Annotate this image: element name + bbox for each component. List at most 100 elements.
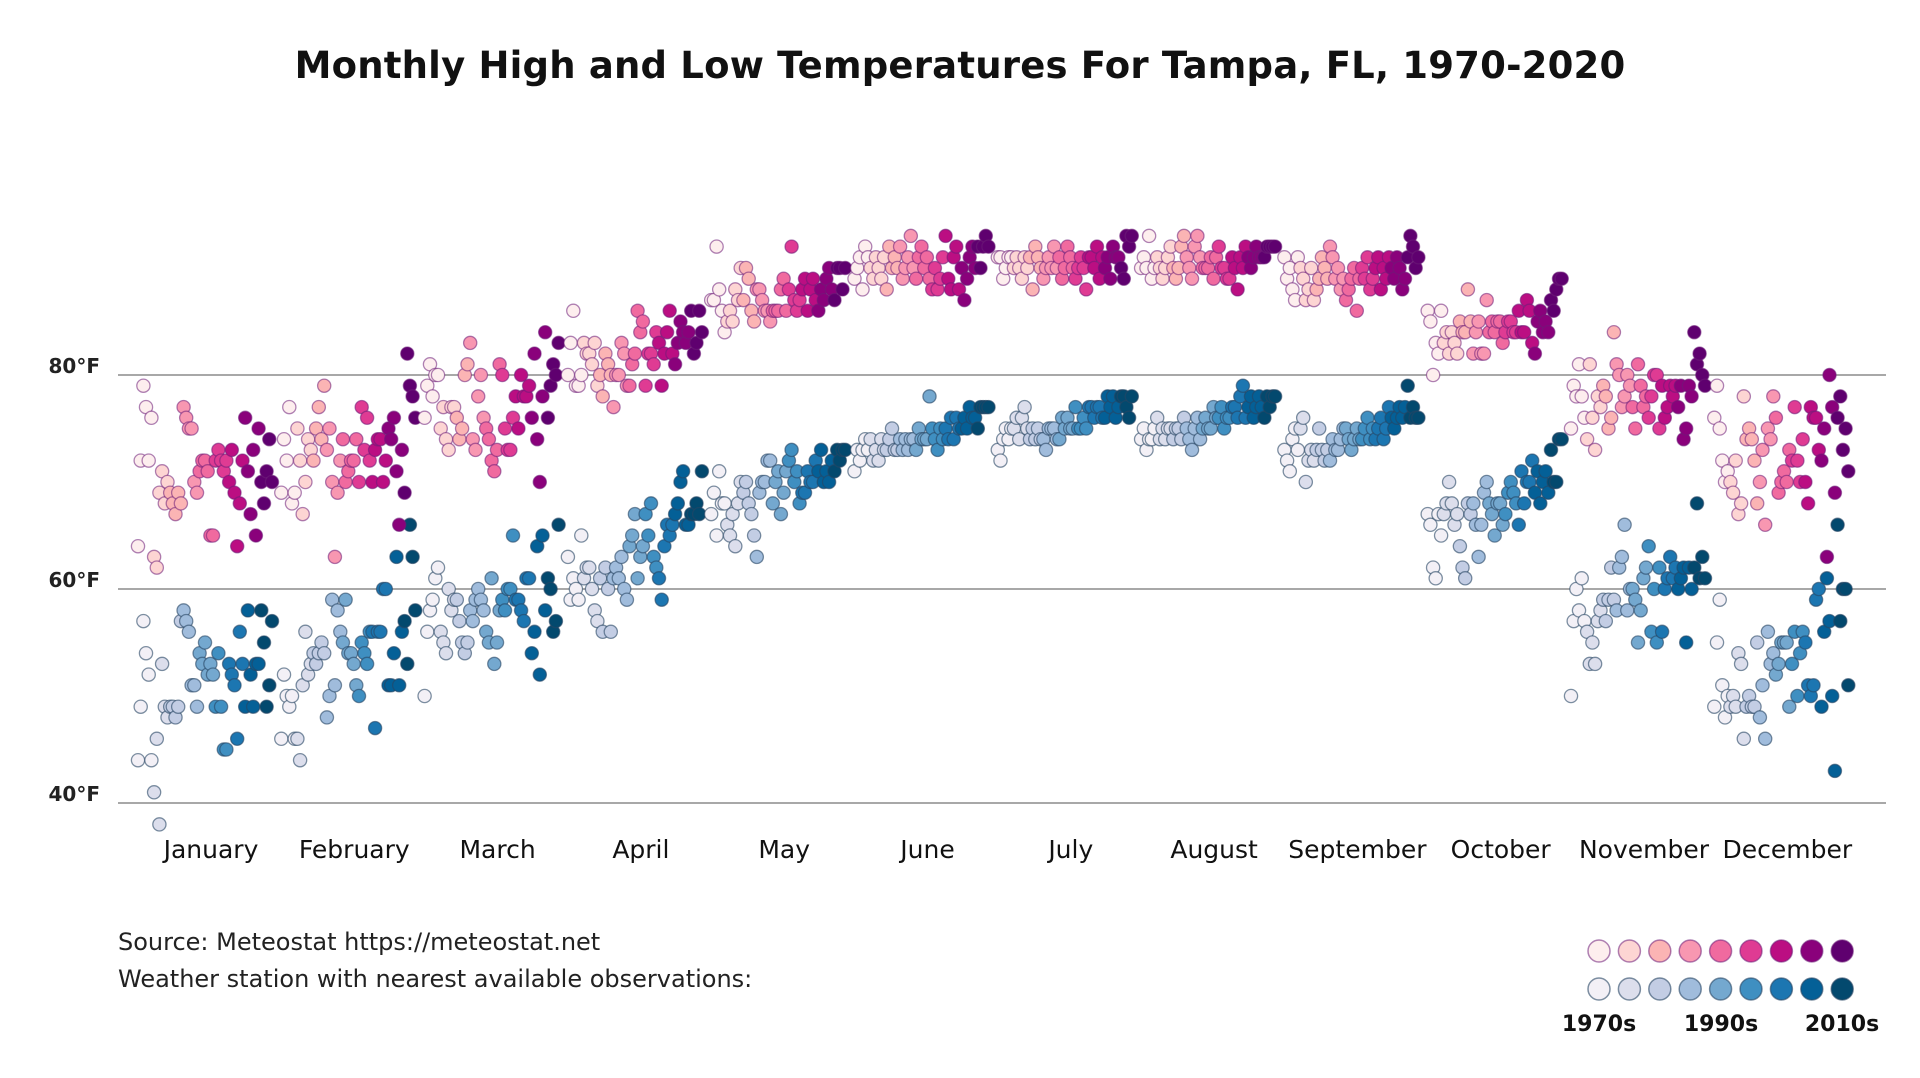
legend-high-swatch: [1800, 939, 1824, 963]
low-point-december-1990: [1760, 624, 1776, 640]
high-point-december-1991: [1763, 431, 1778, 447]
x-tick-label-june: June: [898, 835, 954, 864]
low-point-december-1971: [1709, 635, 1725, 650]
high-point-november-1985: [1603, 410, 1619, 426]
low-point-january-2003: [219, 742, 234, 757]
low-point-march-1970: [417, 688, 432, 704]
low-point-february-2016: [397, 613, 412, 629]
low-point-december-1970: [1707, 699, 1722, 714]
high-point-february-1990: [327, 549, 343, 565]
low-point-may-1973: [711, 464, 727, 479]
low-point-july-1988: [1038, 442, 1054, 458]
high-point-december-2010: [1814, 453, 1829, 468]
high-point-december-1989: [1757, 517, 1773, 533]
high-point-august-2020: [1267, 239, 1283, 254]
low-point-august-1989: [1184, 442, 1200, 458]
legend-label-1970s: 1970s: [1561, 1012, 1637, 1037]
low-point-december-2009: [1811, 581, 1827, 597]
low-point-january-2007: [229, 731, 245, 747]
high-point-february-1984: [311, 399, 327, 415]
high-point-january-2008: [232, 496, 248, 511]
high-point-may-1986: [746, 314, 762, 329]
high-point-december-1992: [1766, 389, 1781, 404]
low-point-january-2017: [256, 635, 272, 650]
high-point-june-1987: [892, 239, 908, 254]
low-point-january-2019: [262, 678, 277, 693]
high-point-november-1978: [1585, 410, 1600, 426]
low-point-march-2015: [537, 603, 553, 618]
high-point-december-1978: [1728, 453, 1743, 468]
high-point-november-1977: [1582, 357, 1598, 372]
high-point-december-1972: [1712, 421, 1727, 436]
low-point-march-2020: [551, 517, 566, 533]
high-point-february-2014: [391, 517, 407, 533]
high-point-november-1994: [1628, 421, 1643, 436]
low-point-september-2016: [1400, 378, 1415, 393]
high-point-april-2002: [646, 357, 661, 372]
low-point-may-1987: [749, 549, 765, 565]
high-point-december-2000: [1787, 399, 1802, 415]
low-point-february-1999: [351, 688, 367, 704]
low-point-march-2011: [527, 624, 542, 640]
x-tick-label-february: February: [299, 835, 410, 864]
low-point-december-1988: [1755, 678, 1770, 693]
low-point-january-1973: [138, 645, 154, 661]
low-point-march-2009: [521, 571, 537, 586]
high-point-march-2010: [524, 410, 540, 426]
high-point-august-1973: [1141, 228, 1157, 244]
low-point-october-1987: [1466, 496, 1481, 511]
low-point-september-2020: [1411, 410, 1426, 426]
low-point-february-1974: [284, 688, 300, 704]
low-point-december-2017: [1833, 613, 1848, 629]
low-point-march-1996: [487, 656, 502, 672]
high-point-january-2005: [224, 442, 240, 458]
low-point-november-1996: [1633, 603, 1648, 618]
high-point-february-1973: [282, 399, 297, 415]
low-point-january-1976: [146, 785, 162, 800]
high-point-november-1999: [1641, 410, 1656, 426]
low-point-april-1970: [560, 549, 576, 565]
source-text: Source: Meteostat https://meteostat.net: [118, 928, 601, 956]
low-point-january-1975: [144, 752, 159, 768]
high-point-june-2020: [981, 239, 996, 254]
high-point-february-2013: [389, 464, 404, 479]
high-point-january-1992: [189, 485, 205, 500]
high-point-october-1971: [1423, 314, 1438, 329]
low-point-march-1982: [449, 592, 465, 607]
low-point-december-1999: [1784, 656, 1800, 672]
low-point-march-1971: [420, 624, 435, 640]
low-point-october-2018: [1549, 474, 1564, 490]
low-point-october-1975: [1433, 528, 1449, 543]
low-point-november-1970: [1563, 688, 1579, 704]
high-point-november-2018: [1692, 346, 1707, 361]
high-point-june-2008: [949, 239, 964, 254]
high-point-march-2020: [551, 335, 566, 351]
low-point-november-2017: [1689, 496, 1705, 511]
legend-high-swatch: [1739, 939, 1763, 963]
high-point-april-1971: [563, 335, 578, 351]
high-point-february-1976: [290, 421, 305, 436]
high-point-march-2009: [521, 378, 537, 393]
legend-high-swatch: [1648, 939, 1672, 963]
high-point-october-1972: [1425, 367, 1441, 383]
low-point-may-1971: [706, 485, 722, 500]
high-point-january-1974: [141, 453, 156, 468]
low-point-october-2004: [1511, 517, 1527, 533]
low-point-november-2003: [1652, 560, 1667, 575]
high-point-february-2002: [359, 410, 375, 426]
low-point-december-2010: [1814, 699, 1829, 714]
low-point-november-2019: [1695, 549, 1710, 565]
low-point-november-1989: [1614, 549, 1630, 565]
high-point-november-2016: [1687, 324, 1702, 340]
high-point-september-2020: [1411, 250, 1426, 265]
high-point-march-1973: [425, 389, 440, 404]
low-point-june-1998: [922, 389, 937, 404]
low-point-december-1972: [1712, 592, 1727, 607]
low-point-april-2005: [654, 592, 669, 607]
low-point-december-2020: [1841, 678, 1856, 693]
low-point-september-1975: [1290, 442, 1306, 458]
high-point-april-2020: [694, 324, 710, 340]
low-point-june-2016: [970, 421, 986, 436]
low-point-january-2006: [227, 678, 242, 693]
low-point-april-2013: [675, 464, 691, 479]
